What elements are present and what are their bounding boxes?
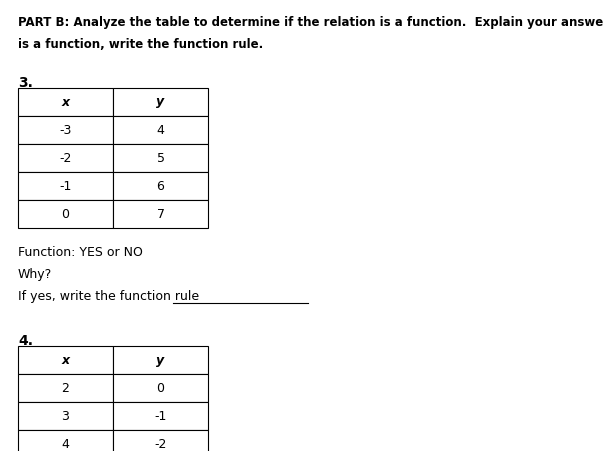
Bar	[113, 430, 208, 451]
Bar	[18, 144, 113, 172]
Bar	[18, 402, 113, 430]
Text: 6: 6	[157, 179, 165, 193]
Bar	[113, 374, 208, 402]
Text: 7: 7	[157, 207, 165, 221]
Text: 3.: 3.	[18, 76, 33, 90]
Bar	[113, 402, 208, 430]
Text: 5: 5	[157, 152, 165, 165]
Text: -3: -3	[59, 124, 72, 137]
Text: 2: 2	[62, 382, 69, 395]
Bar	[113, 200, 208, 228]
Bar	[113, 144, 208, 172]
Bar	[18, 346, 113, 374]
Text: 4.: 4.	[18, 334, 33, 348]
Text: x: x	[62, 354, 69, 367]
Text: x: x	[62, 96, 69, 109]
Bar	[113, 88, 208, 116]
Text: -1: -1	[59, 179, 72, 193]
Bar	[18, 430, 113, 451]
Text: 3: 3	[62, 410, 69, 423]
Text: If yes, write the function rule: If yes, write the function rule	[18, 290, 199, 303]
Text: Why?: Why?	[18, 268, 52, 281]
Bar	[18, 88, 113, 116]
Text: -2: -2	[59, 152, 72, 165]
Bar	[18, 374, 113, 402]
Bar	[18, 200, 113, 228]
Bar	[18, 116, 113, 144]
Text: -1: -1	[154, 410, 166, 423]
Bar	[18, 172, 113, 200]
Text: 0: 0	[62, 207, 69, 221]
Text: Function: YES or NO: Function: YES or NO	[18, 246, 143, 259]
Bar	[113, 172, 208, 200]
Bar	[113, 116, 208, 144]
Text: 4: 4	[62, 437, 69, 451]
Text: y: y	[156, 96, 165, 109]
Text: 0: 0	[157, 382, 165, 395]
Text: -2: -2	[154, 437, 166, 451]
Text: 4: 4	[157, 124, 165, 137]
Text: is a function, write the function rule.: is a function, write the function rule.	[18, 38, 264, 51]
Text: PART B: Analyze the table to determine if the relation is a function.  Explain y: PART B: Analyze the table to determine i…	[18, 16, 603, 29]
Text: y: y	[156, 354, 165, 367]
Bar	[113, 346, 208, 374]
